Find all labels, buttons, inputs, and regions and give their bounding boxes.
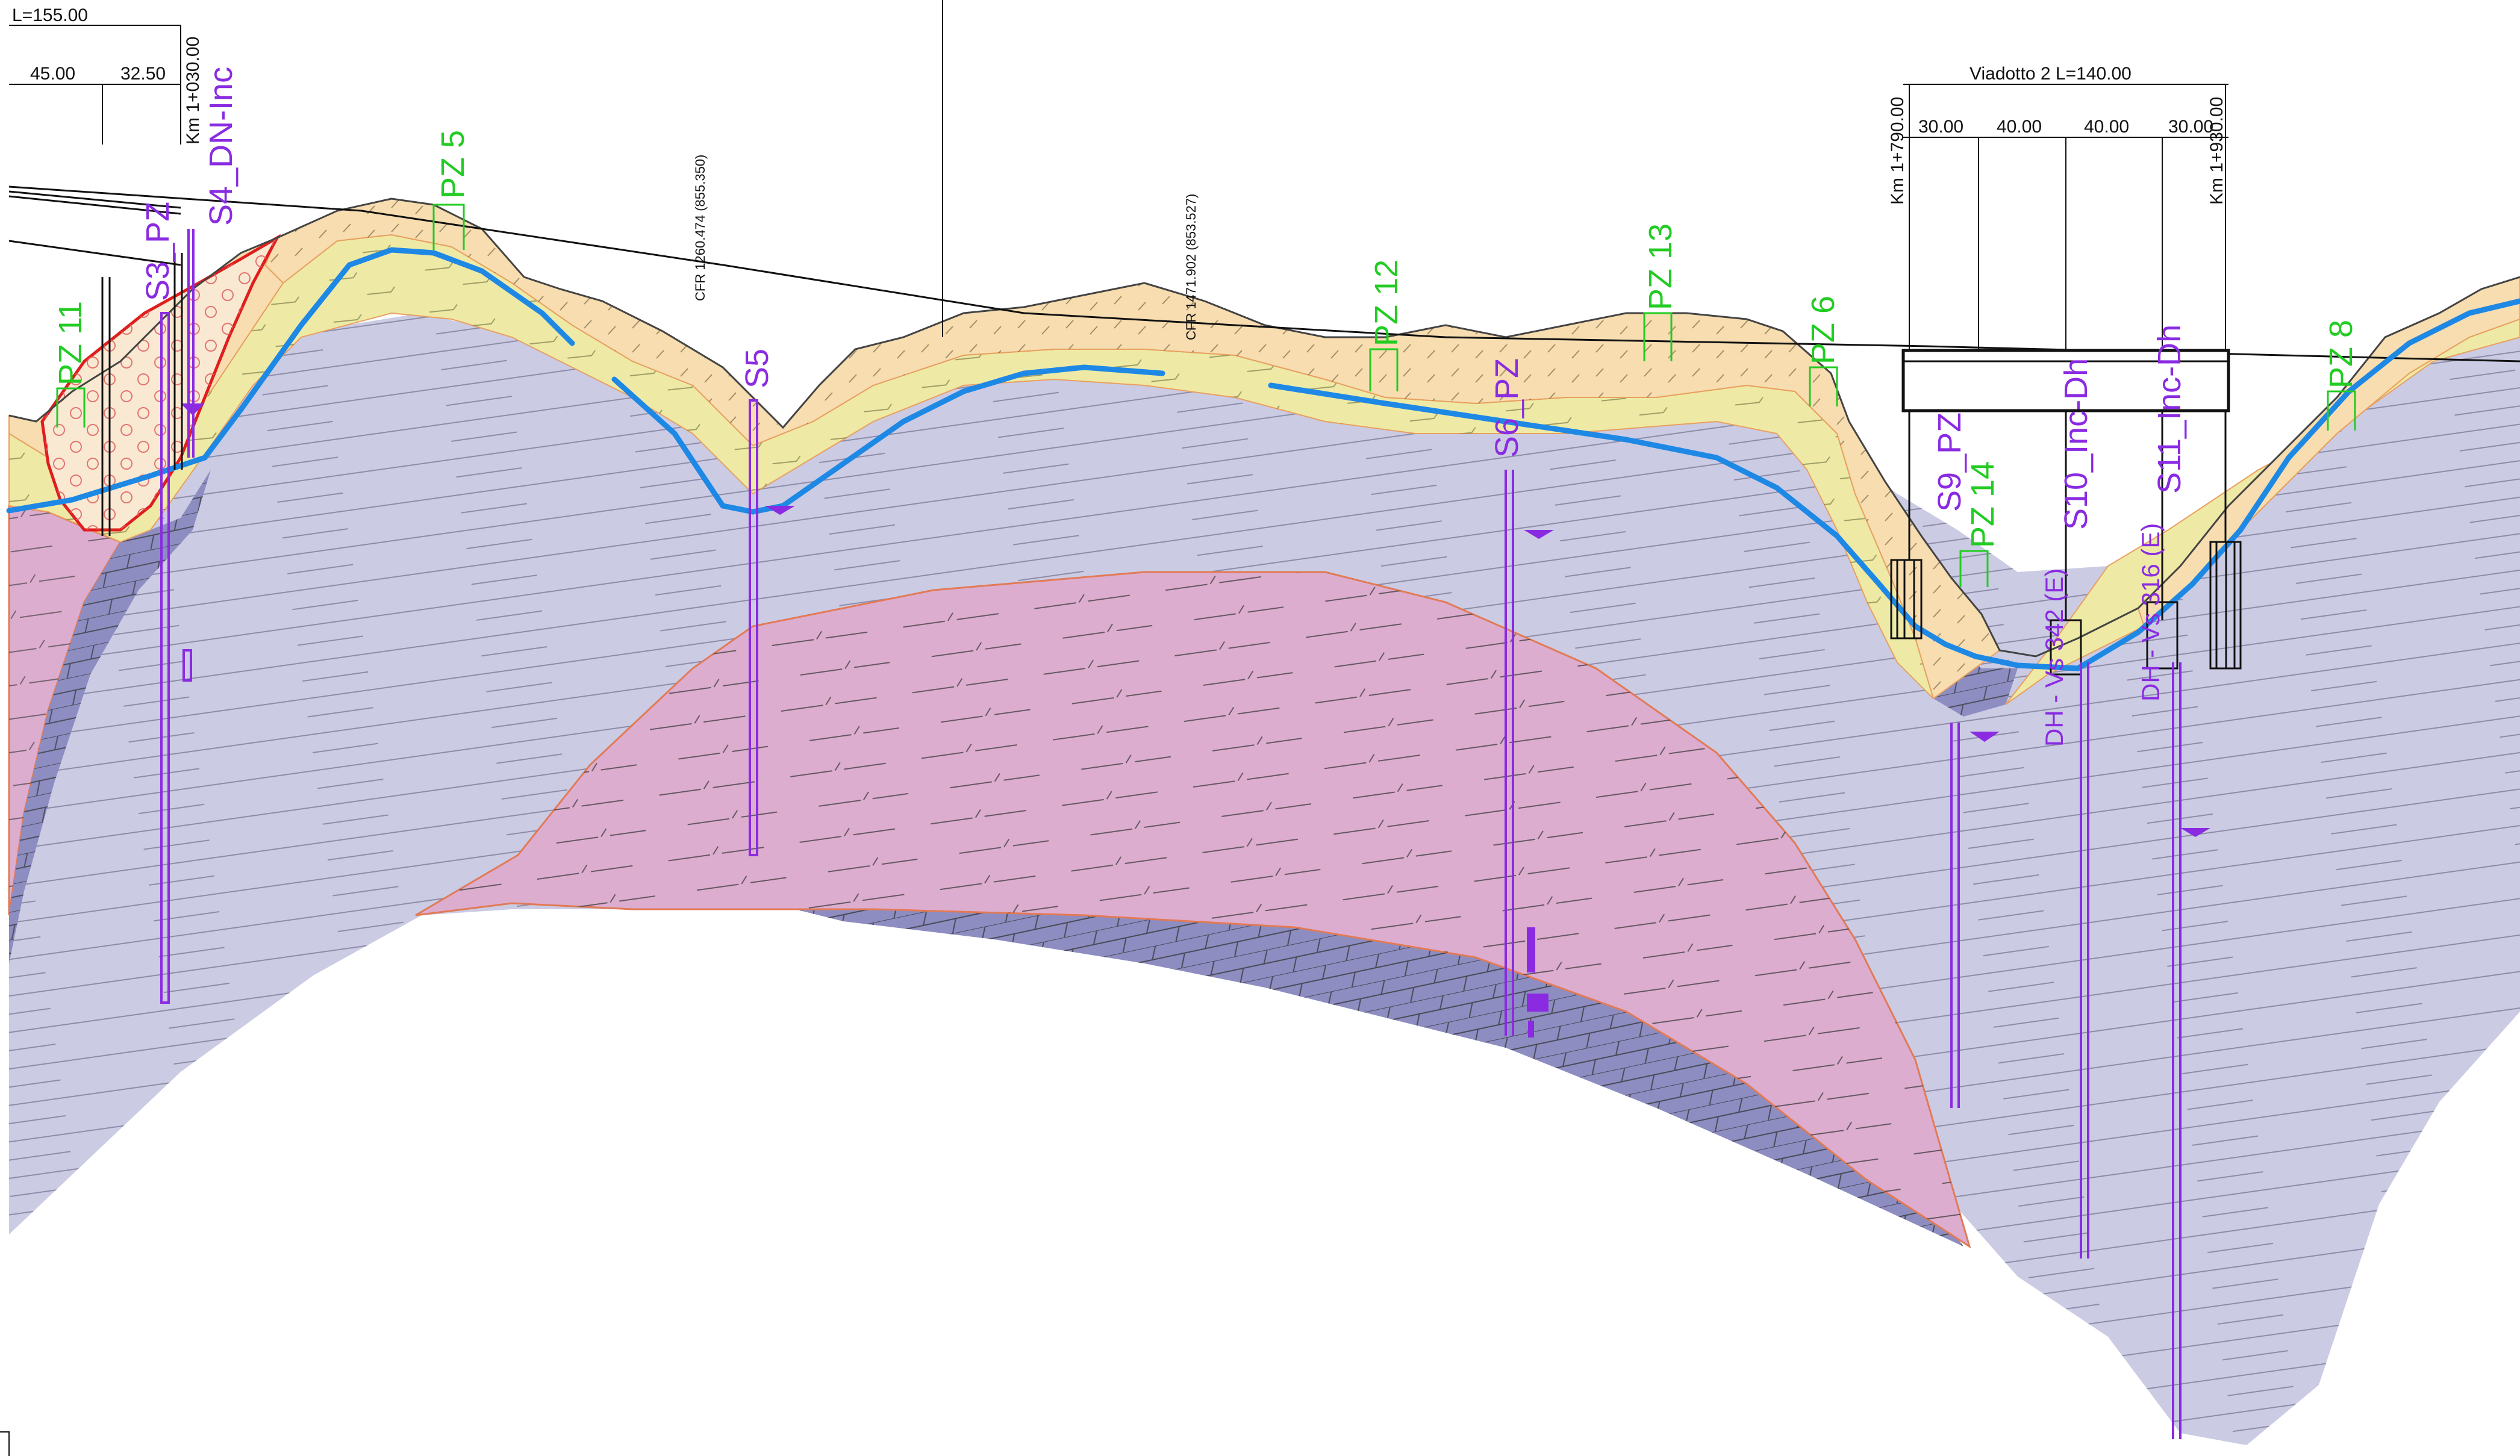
piezometer-label-pz13: PZ 13 xyxy=(1642,223,1679,310)
groundwater-line xyxy=(6,247,575,514)
dim-total-length: L=155.00 xyxy=(12,5,88,25)
piezometer-label-pz11: PZ 11 xyxy=(52,301,89,385)
chainage-viaduct-start: Km 1+790.00 xyxy=(1888,97,1907,205)
dark-unit-left xyxy=(9,470,211,963)
piezometer-label-pz14: PZ 14 xyxy=(1965,461,2001,548)
borehole-label-s10: S10_Inc-Dh xyxy=(2058,358,2094,530)
reference-2: CFR 1471.902 (853.527) xyxy=(1184,194,1199,340)
groundwater-line-3 xyxy=(1268,298,2520,671)
borehole-s5 xyxy=(749,399,758,856)
chainage-left: Km 1+030.00 xyxy=(183,37,203,145)
pile-foundations xyxy=(101,253,2236,668)
dimension-lines-viaduct xyxy=(1903,84,2228,349)
dim-span-a: 45.00 xyxy=(30,64,75,84)
borehole-label-s11: S11_Inc-Dh xyxy=(2151,325,2188,494)
dim-viaduct-length: Viadotto 2 L=140.00 xyxy=(1970,64,2132,84)
borehole-label-dh1: DH - Vs 342 (E) xyxy=(2040,568,2068,747)
dim-span-b: 32.50 xyxy=(120,64,166,84)
borehole-solid-marks xyxy=(1527,927,1548,1038)
road-grade-lines xyxy=(8,185,2520,362)
piezometer-label-pz6: PZ 6 xyxy=(1805,296,1841,364)
pink-unit-lens xyxy=(415,571,1971,1249)
viaduct-structure xyxy=(1890,349,2242,676)
ground-surface-line xyxy=(8,198,2520,658)
borehole-label-s5: S5 xyxy=(739,349,775,388)
borehole-label-s9: S9_PZ xyxy=(1932,412,1968,512)
borehole-label-s6: S6_PZ xyxy=(1489,358,1525,458)
borehole-label-dh2: DH - Vs 316 (E) xyxy=(2136,523,2165,702)
groundwater-line-2 xyxy=(611,364,1165,515)
piezometer-markers xyxy=(56,204,2356,587)
dim-viaduct-span-3: 40.00 xyxy=(2084,117,2129,137)
piezometer-label-pz8: PZ 8 xyxy=(2323,320,2359,388)
chainage-viaduct-end: Km 1+930.00 xyxy=(2207,97,2227,205)
dim-viaduct-span-1: 30.00 xyxy=(1918,117,1963,137)
piezometer-label-pz12: PZ 12 xyxy=(1368,260,1405,346)
borehole-columns xyxy=(160,229,2182,1439)
corner-bracket xyxy=(0,1431,10,1456)
borehole-label-s4: S4_DN-Inc xyxy=(203,67,239,226)
borehole-s3 xyxy=(160,312,170,1004)
dim-viaduct-span-4: 30.00 xyxy=(2168,117,2213,137)
piezometer-label-pz5: PZ 5 xyxy=(435,130,471,199)
dim-viaduct-span-2: 40.00 xyxy=(1997,117,2042,137)
landslide-body xyxy=(40,234,281,532)
dimension-lines-left xyxy=(9,0,943,337)
borehole-s4-lower xyxy=(182,649,192,682)
reference-1: CFR 1260.474 (855.350) xyxy=(693,155,708,301)
borehole-label-s3: S3_PZ xyxy=(140,202,176,301)
